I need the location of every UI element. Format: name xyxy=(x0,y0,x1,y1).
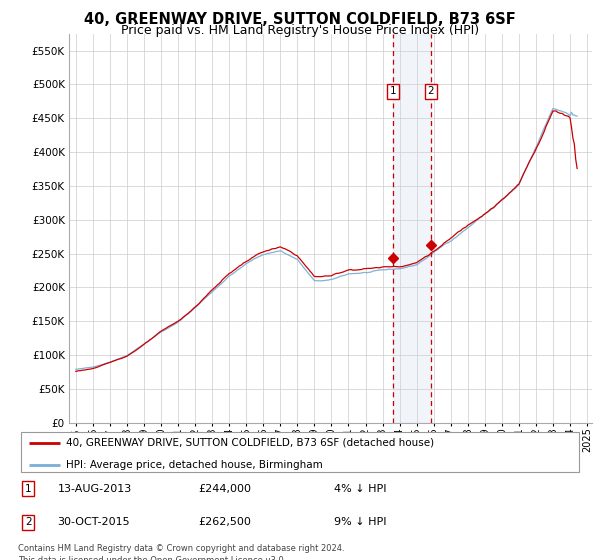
Bar xyxy=(393,34,431,423)
Text: HPI: Average price, detached house, Birmingham: HPI: Average price, detached house, Birm… xyxy=(66,460,323,470)
Text: 40, GREENWAY DRIVE, SUTTON COLDFIELD, B73 6SF (detached house): 40, GREENWAY DRIVE, SUTTON COLDFIELD, B7… xyxy=(66,437,434,447)
Text: 2: 2 xyxy=(427,86,434,96)
Text: 13-AUG-2013: 13-AUG-2013 xyxy=(58,484,132,494)
Text: Contains HM Land Registry data © Crown copyright and database right 2024.
This d: Contains HM Land Registry data © Crown c… xyxy=(18,544,344,560)
Text: 1: 1 xyxy=(25,484,31,494)
Text: Price paid vs. HM Land Registry's House Price Index (HPI): Price paid vs. HM Land Registry's House … xyxy=(121,24,479,37)
Text: 4% ↓ HPI: 4% ↓ HPI xyxy=(334,484,386,494)
Text: 2: 2 xyxy=(25,517,31,528)
Text: 1: 1 xyxy=(390,86,397,96)
Text: 30-OCT-2015: 30-OCT-2015 xyxy=(58,517,130,528)
Text: 40, GREENWAY DRIVE, SUTTON COLDFIELD, B73 6SF: 40, GREENWAY DRIVE, SUTTON COLDFIELD, B7… xyxy=(84,12,516,27)
FancyBboxPatch shape xyxy=(21,432,579,473)
Text: £262,500: £262,500 xyxy=(199,517,251,528)
Text: £244,000: £244,000 xyxy=(199,484,251,494)
Text: 9% ↓ HPI: 9% ↓ HPI xyxy=(334,517,386,528)
